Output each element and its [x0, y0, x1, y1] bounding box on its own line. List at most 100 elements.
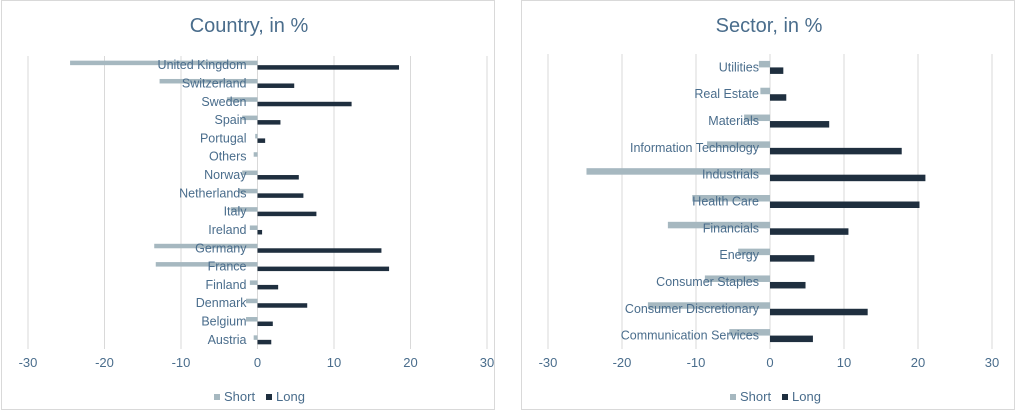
- legend-label-short: Short: [224, 389, 255, 404]
- bar-long-materials: [770, 121, 830, 128]
- bar-short-energy: [738, 248, 770, 256]
- x-tick-label: 0: [766, 355, 773, 370]
- x-tick-label: 30: [480, 355, 494, 370]
- x-tick-label: 20: [911, 355, 925, 370]
- bar-long-real-estate: [770, 94, 787, 101]
- bar-long-austria: [257, 339, 272, 345]
- bar-long-consumer-staples: [770, 281, 806, 289]
- bar-long-spain: [257, 120, 281, 125]
- x-tick-label: -10: [172, 355, 191, 370]
- category-label: Netherlands: [179, 186, 246, 200]
- category-label: Austria: [208, 333, 247, 347]
- x-tick-label: -20: [95, 355, 114, 370]
- bar-short-denmark: [246, 298, 258, 304]
- bar-short-sweden: [226, 97, 258, 102]
- category-label: Materials: [708, 114, 759, 128]
- bar-long-norway: [257, 175, 299, 180]
- bar-long-ireland: [257, 229, 263, 235]
- category-label: Sweden: [201, 95, 246, 109]
- category-label: Italy: [224, 205, 248, 219]
- bar-short-others: [253, 152, 258, 157]
- category-label: Switzerland: [182, 76, 247, 90]
- category-label: Others: [209, 150, 247, 164]
- x-tick-label: 10: [837, 355, 851, 370]
- bar-short-portugal: [255, 133, 258, 139]
- bar-short-industrials: [586, 168, 770, 175]
- category-label: Health Care: [692, 195, 759, 209]
- bar-short-ireland: [249, 225, 258, 230]
- category-label: Communication Services: [621, 329, 759, 343]
- x-tick-label: -20: [613, 355, 632, 370]
- bar-long-energy: [770, 255, 815, 262]
- x-tick-label: -10: [687, 355, 706, 370]
- bar-long-france: [257, 266, 390, 272]
- bar-long-sweden: [257, 101, 352, 107]
- bar-short-real-estate: [760, 87, 770, 95]
- bar-short-france: [155, 262, 258, 267]
- bar-short-financials: [667, 221, 770, 229]
- bar-short-belgium: [246, 317, 258, 322]
- bar-long-united-kingdom: [257, 65, 400, 70]
- bar-long-belgium: [257, 321, 273, 327]
- category-label: Real Estate: [694, 87, 759, 101]
- category-label: Finland: [206, 278, 247, 292]
- bar-long-information-technology: [770, 147, 902, 155]
- legend-label-long: Long: [792, 389, 821, 404]
- x-tick-label: 0: [254, 355, 261, 370]
- bar-long-communication-services: [770, 335, 813, 343]
- legend-swatch-short: [730, 394, 736, 400]
- legend-swatch-long: [782, 394, 788, 400]
- x-tick-label: 30: [985, 355, 999, 370]
- bar-short-information-technology: [707, 141, 770, 148]
- bar-long-germany: [257, 248, 382, 253]
- bar-long-denmark: [257, 303, 308, 308]
- category-label: Utilities: [719, 60, 759, 74]
- bar-long-switzerland: [257, 83, 295, 88]
- category-label: Financials: [703, 221, 759, 235]
- chart-title: Sector, in %: [716, 15, 823, 37]
- x-tick-label: -30: [19, 355, 38, 370]
- category-label: Norway: [204, 168, 247, 182]
- legend-label-short: Short: [740, 389, 771, 404]
- bar-long-netherlands: [257, 193, 304, 198]
- bar-long-consumer-discretionary: [770, 308, 868, 316]
- bar-short-norway: [242, 170, 258, 176]
- sector-chart-panel: Sector, in % -30 -20 -10 0 10 20 30 Communicatio…: [521, 0, 1015, 410]
- bar-short-switzerland: [159, 78, 258, 84]
- category-label: Consumer Staples: [656, 275, 759, 289]
- bar-short-netherlands: [238, 188, 258, 194]
- category-label: Energy: [719, 248, 759, 262]
- bar-short-utilities: [758, 60, 770, 68]
- category-label: Ireland: [208, 223, 246, 237]
- category-label: Spain: [215, 113, 247, 127]
- category-label: France: [208, 260, 247, 274]
- category-label: Denmark: [196, 296, 247, 310]
- bar-short-united-kingdom: [70, 60, 258, 66]
- bar-short-consumer-staples: [704, 275, 770, 282]
- bar-short-health-care: [692, 195, 770, 202]
- bar-short-germany: [154, 243, 258, 249]
- category-label: Consumer Discretionary: [625, 302, 760, 316]
- category-label: Industrials: [702, 168, 759, 182]
- category-label: Portugal: [200, 131, 247, 145]
- x-tick-label: 20: [403, 355, 417, 370]
- category-label: Information Technology: [630, 141, 760, 155]
- country-chart: Country, in % -30 -20 -10 0 10 20 30 Austria Belg…: [19, 15, 495, 404]
- bar-long-italy: [257, 211, 317, 217]
- bar-long-financials: [770, 228, 849, 235]
- bar-short-italy: [230, 207, 258, 212]
- category-label: Germany: [195, 241, 247, 255]
- bar-short-materials: [744, 114, 770, 122]
- chart-title: Country, in %: [190, 15, 309, 37]
- legend-label-long: Long: [276, 389, 305, 404]
- bar-short-finland: [249, 280, 258, 285]
- category-label: Belgium: [201, 315, 246, 329]
- bar-long-industrials: [770, 174, 926, 182]
- category-label: United Kingdom: [158, 58, 247, 72]
- bar-long-finland: [257, 284, 279, 290]
- bar-long-portugal: [257, 138, 266, 143]
- bar-short-spain: [242, 115, 258, 121]
- country-chart-panel: Country, in % -30 -20 -10 0 10 20 30 Austria Belg…: [1, 0, 495, 410]
- bar-short-consumer-discretionary: [647, 302, 770, 309]
- legend-swatch-long: [266, 394, 272, 400]
